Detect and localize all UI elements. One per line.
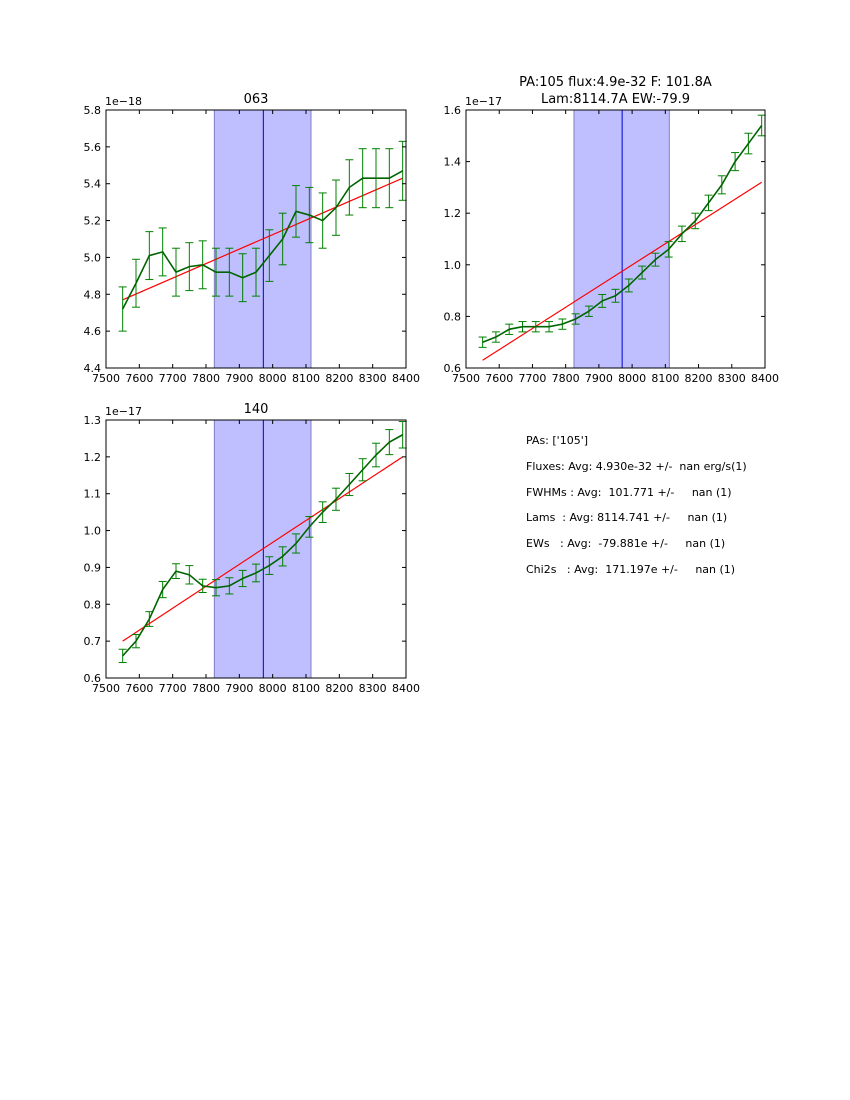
y-tick-label: 5.2 [84,215,102,228]
y-offset-label: 1e−17 [465,95,502,108]
y-tick-label: 0.8 [84,598,102,611]
x-tick-label: 7800 [192,372,220,385]
axes-frame [465,109,766,369]
y-tick-label: 5.0 [84,251,102,264]
data-line [121,170,404,310]
y-tick-label: 0.8 [444,310,462,323]
x-tick-label: 8400 [751,372,779,385]
y-tick-label: 4.6 [84,325,102,338]
y-tick-label: 4.8 [84,288,102,301]
y-tick-label: 1.6 [444,104,462,117]
x-tick-label: 7600 [485,372,513,385]
y-tick-label: 4.4 [84,362,102,375]
stat-lams: Lams : Avg: 8114.741 +/- nan (1) [526,511,728,525]
y-tick-label: 1.2 [444,207,462,220]
fit-line [122,456,403,642]
x-tick-label: 7600 [125,372,153,385]
x-tick-label: 7500 [452,372,480,385]
y-tick-label: 1.0 [84,525,102,538]
x-tick-label: 8400 [392,682,420,695]
chart-panel-2: 7500 7600 7700 7800 7900 8000 8100 8200 8300 8400… [84,402,421,695]
data-line [122,434,404,657]
x-tick-label: 7500 [92,372,120,385]
y-tick-label: 5.6 [84,141,102,154]
x-tick-label: 8000 [618,372,646,385]
x-tick-label: 8200 [685,372,713,385]
chart-panel-1: 7500 7600 7700 7800 7900 8000 8100 8200 8300 8400… [444,75,780,385]
x-tick-label: 7900 [225,682,253,695]
x-tick-label: 7800 [552,372,580,385]
stat-fwhms: FWHMs : Avg: 101.771 +/- nan (1) [526,485,732,499]
y-tick-label: 1.0 [444,259,462,272]
y-tick-label: 5.4 [84,178,102,191]
x-tick-label: 7700 [518,372,546,385]
x-tick-label: 8100 [292,372,320,385]
x-tick-label: 8300 [718,372,746,385]
fit-line [482,181,763,361]
x-tick-label: 8000 [259,682,287,695]
x-tick-label: 7700 [159,682,187,695]
x-tick-label: 8100 [651,372,679,385]
x-tick-label: 7500 [92,682,120,695]
stat-ews: EWs : Avg: -79.881e +/- nan (1) [526,537,726,551]
data-line [482,125,763,343]
y-tick-label: 1.2 [84,451,102,464]
y-tick-label: 0.6 [84,672,102,685]
axes-frame [105,109,407,369]
chart-title-line2: Lam:8114.7A EW:-79.9 [541,92,690,107]
y-tick-label: 0.7 [84,635,102,648]
y-offset-label: 1e−18 [105,95,142,108]
summary-stats: PAs: ['105'] Fluxes: Avg: 4.930e-32 +/- … [526,434,747,589]
stat-pas: PAs: ['105'] [526,434,589,447]
x-tick-label: 8000 [259,372,287,385]
y-tick-label: 1.1 [84,488,102,501]
y-tick-label: 0.6 [444,362,462,375]
chart-panel-0: 7500 7600 7700 7800 7900 8000 8100 8200 8300 8400… [84,92,421,385]
x-tick-label: 7800 [192,682,220,695]
chart-title: 063 [244,92,269,107]
y-offset-label: 1e−17 [105,405,142,418]
y-tick-label: 5.8 [84,104,102,117]
x-tick-label: 7700 [159,372,187,385]
x-tick-label: 8300 [359,372,387,385]
axes-frame [105,419,407,679]
stat-chi2s: Chi2s : Avg: 171.197e +/- nan (1) [526,562,736,576]
chart-title: 140 [244,402,269,417]
x-tick-label: 7600 [125,682,153,695]
stat-fluxes: Fluxes: Avg: 4.930e-32 +/- nan erg/s(1) [526,459,747,473]
x-tick-label: 7900 [225,372,253,385]
fit-line [122,177,403,301]
x-tick-label: 8400 [392,372,420,385]
chart-title: PA:105 flux:4.9e-32 F: 101.8A [519,75,712,90]
y-tick-label: 0.9 [84,561,102,574]
x-tick-label: 8200 [325,682,353,695]
y-tick-label: 1.3 [84,414,102,427]
x-tick-label: 8300 [359,682,387,695]
x-tick-label: 7900 [585,372,613,385]
x-tick-label: 8100 [292,682,320,695]
x-tick-label: 8200 [325,372,353,385]
y-tick-label: 1.4 [444,156,462,169]
